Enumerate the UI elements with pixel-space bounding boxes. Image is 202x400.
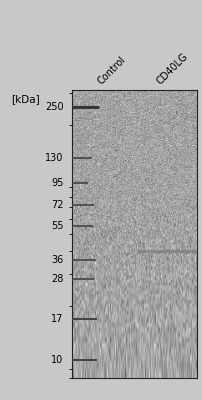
Text: 10: 10 <box>51 356 64 366</box>
Text: 95: 95 <box>51 178 64 188</box>
Text: 36: 36 <box>51 254 64 264</box>
Text: 17: 17 <box>51 314 64 324</box>
Text: 72: 72 <box>51 200 64 210</box>
Text: [kDa]: [kDa] <box>11 94 40 104</box>
Text: 130: 130 <box>45 154 64 164</box>
Text: CD40LG: CD40LG <box>155 51 190 86</box>
Text: 55: 55 <box>51 221 64 231</box>
Text: 250: 250 <box>45 102 64 112</box>
Text: Control: Control <box>96 54 128 86</box>
Text: 28: 28 <box>51 274 64 284</box>
